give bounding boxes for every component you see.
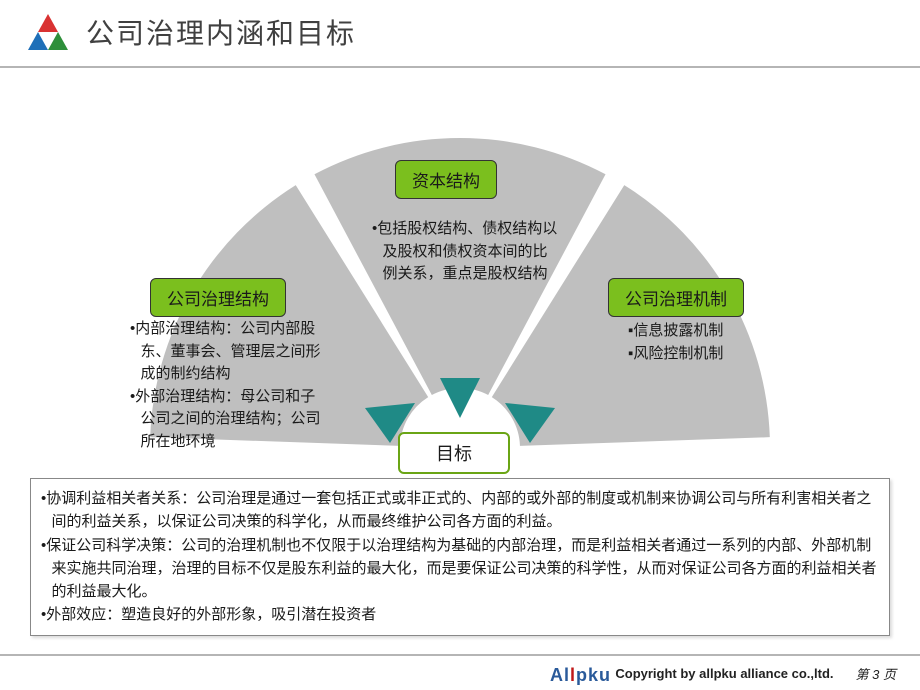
page-title: 公司治理内涵和目标 — [86, 12, 356, 52]
header: 公司治理内涵和目标 — [0, 0, 920, 60]
footer-logo-part2: pku — [576, 665, 611, 685]
footer-logo: Allpku — [550, 665, 611, 686]
logo-icon — [28, 14, 68, 50]
pill-governance-mechanism: 公司治理机制 — [608, 278, 744, 317]
segment-right-item-1: ▪风险控制机制 — [628, 343, 798, 366]
segment-text-left: •内部治理结构：公司内部股东、董事会、管理层之间形成的制约结构 •外部治理结构：… — [130, 318, 330, 453]
footer: Allpku Copyright by allpku alliance co.,… — [0, 654, 920, 690]
segment-text-top: •包括股权结构、债权结构以及股权和债权资本间的比例关系，重点是股权结构 — [372, 218, 562, 286]
segment-left-item-1: •外部治理结构：母公司和子公司之间的治理结构；公司所在地环境 — [130, 386, 330, 454]
segment-top-item-0: •包括股权结构、债权结构以及股权和债权资本间的比例关系，重点是股权结构 — [372, 218, 562, 286]
goal-label: 目标 — [398, 432, 510, 474]
segment-left-item-0: •内部治理结构：公司内部股东、董事会、管理层之间形成的制约结构 — [130, 318, 330, 386]
page-number: 第 3 页 — [856, 664, 896, 683]
footer-logo-part1: Al — [550, 665, 570, 685]
desc-line-0: •协调利益相关者关系：公司治理是通过一套包括正式或非正式的、内部的或外部的制度或… — [41, 487, 879, 534]
description-box: •协调利益相关者关系：公司治理是通过一套包括正式或非正式的、内部的或外部的制度或… — [30, 478, 890, 636]
desc-line-1: •保证公司科学决策：公司的治理机制也不仅限于以治理结构为基础的内部治理，而是利益… — [41, 534, 879, 604]
copyright-text: Copyright by allpku alliance co.,ltd. — [615, 666, 833, 681]
pill-capital-structure: 资本结构 — [395, 160, 497, 199]
desc-line-2: •外部效应：塑造良好的外部形象，吸引潜在投资者 — [41, 603, 879, 626]
header-divider — [0, 66, 920, 68]
pill-governance-structure: 公司治理结构 — [150, 278, 286, 317]
segment-text-right: ▪信息披露机制 ▪风险控制机制 — [628, 320, 798, 365]
fan-diagram: 公司治理结构 资本结构 公司治理机制 •内部治理结构：公司内部股东、董事会、管理… — [0, 88, 920, 468]
segment-right-item-0: ▪信息披露机制 — [628, 320, 798, 343]
